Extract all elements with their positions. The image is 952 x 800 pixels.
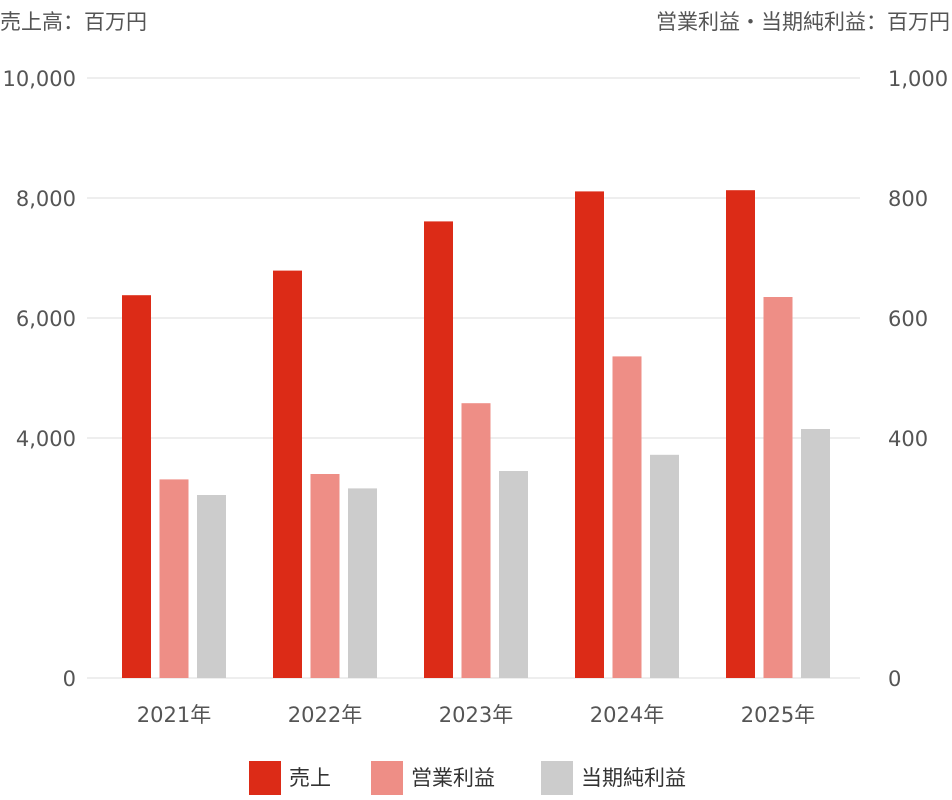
bars (122, 190, 830, 678)
left-tick-label: 6,000 (16, 307, 76, 331)
right-tick-label: 1,000 (888, 67, 948, 91)
bar-当期純利益-2025年 (801, 429, 830, 678)
bar-売上-2025年 (726, 190, 755, 678)
bar-売上-2021年 (122, 295, 151, 678)
category-label: 2024年 (590, 703, 664, 727)
bar-売上-2024年 (575, 191, 604, 678)
bar-営業利益-2022年 (310, 474, 340, 678)
right-tick-label: 800 (888, 187, 928, 211)
category-label: 2023年 (439, 703, 513, 727)
bar-売上-2022年 (273, 270, 302, 678)
bar-営業利益-2025年 (763, 297, 793, 678)
right-axis-title: 営業利益・当期純利益：百万円 (656, 10, 950, 34)
category-label: 2022年 (288, 703, 362, 727)
right-tick-label: 400 (888, 427, 928, 451)
bar-営業利益-2021年 (159, 479, 189, 678)
legend-label-営業利益: 営業利益 (411, 766, 495, 790)
left-axis-ticks: 0 4,000 6,000 8,000 10,000 (3, 67, 76, 691)
legend-swatch-当期純利益 (541, 761, 573, 795)
bar-当期純利益-2024年 (650, 454, 679, 678)
bar-当期純利益-2021年 (197, 495, 226, 678)
left-axis-title: 売上高：百万円 (0, 10, 147, 34)
bar-当期純利益-2023年 (499, 471, 528, 678)
bar-売上-2023年 (424, 221, 453, 678)
category-labels: 2021年 2022年 2023年 2024年 2025年 (137, 703, 815, 727)
legend-swatch-売上 (249, 761, 281, 795)
left-tick-label: 8,000 (16, 187, 76, 211)
right-axis-ticks: 0 400 600 800 1,000 (888, 67, 948, 691)
category-label: 2025年 (741, 703, 815, 727)
legend: 売上 営業利益 当期純利益 (249, 761, 686, 795)
left-tick-label: 10,000 (3, 67, 76, 91)
right-tick-label: 0 (888, 667, 901, 691)
legend-label-当期純利益: 当期純利益 (581, 766, 686, 790)
category-label: 2021年 (137, 703, 211, 727)
legend-swatch-営業利益 (371, 761, 403, 795)
right-tick-label: 600 (888, 307, 928, 331)
legend-label-売上: 売上 (289, 766, 331, 790)
bar-営業利益-2024年 (612, 356, 642, 678)
bar-営業利益-2023年 (461, 403, 491, 678)
bar-当期純利益-2022年 (348, 488, 377, 678)
left-tick-label: 4,000 (16, 427, 76, 451)
left-tick-label: 0 (63, 667, 76, 691)
